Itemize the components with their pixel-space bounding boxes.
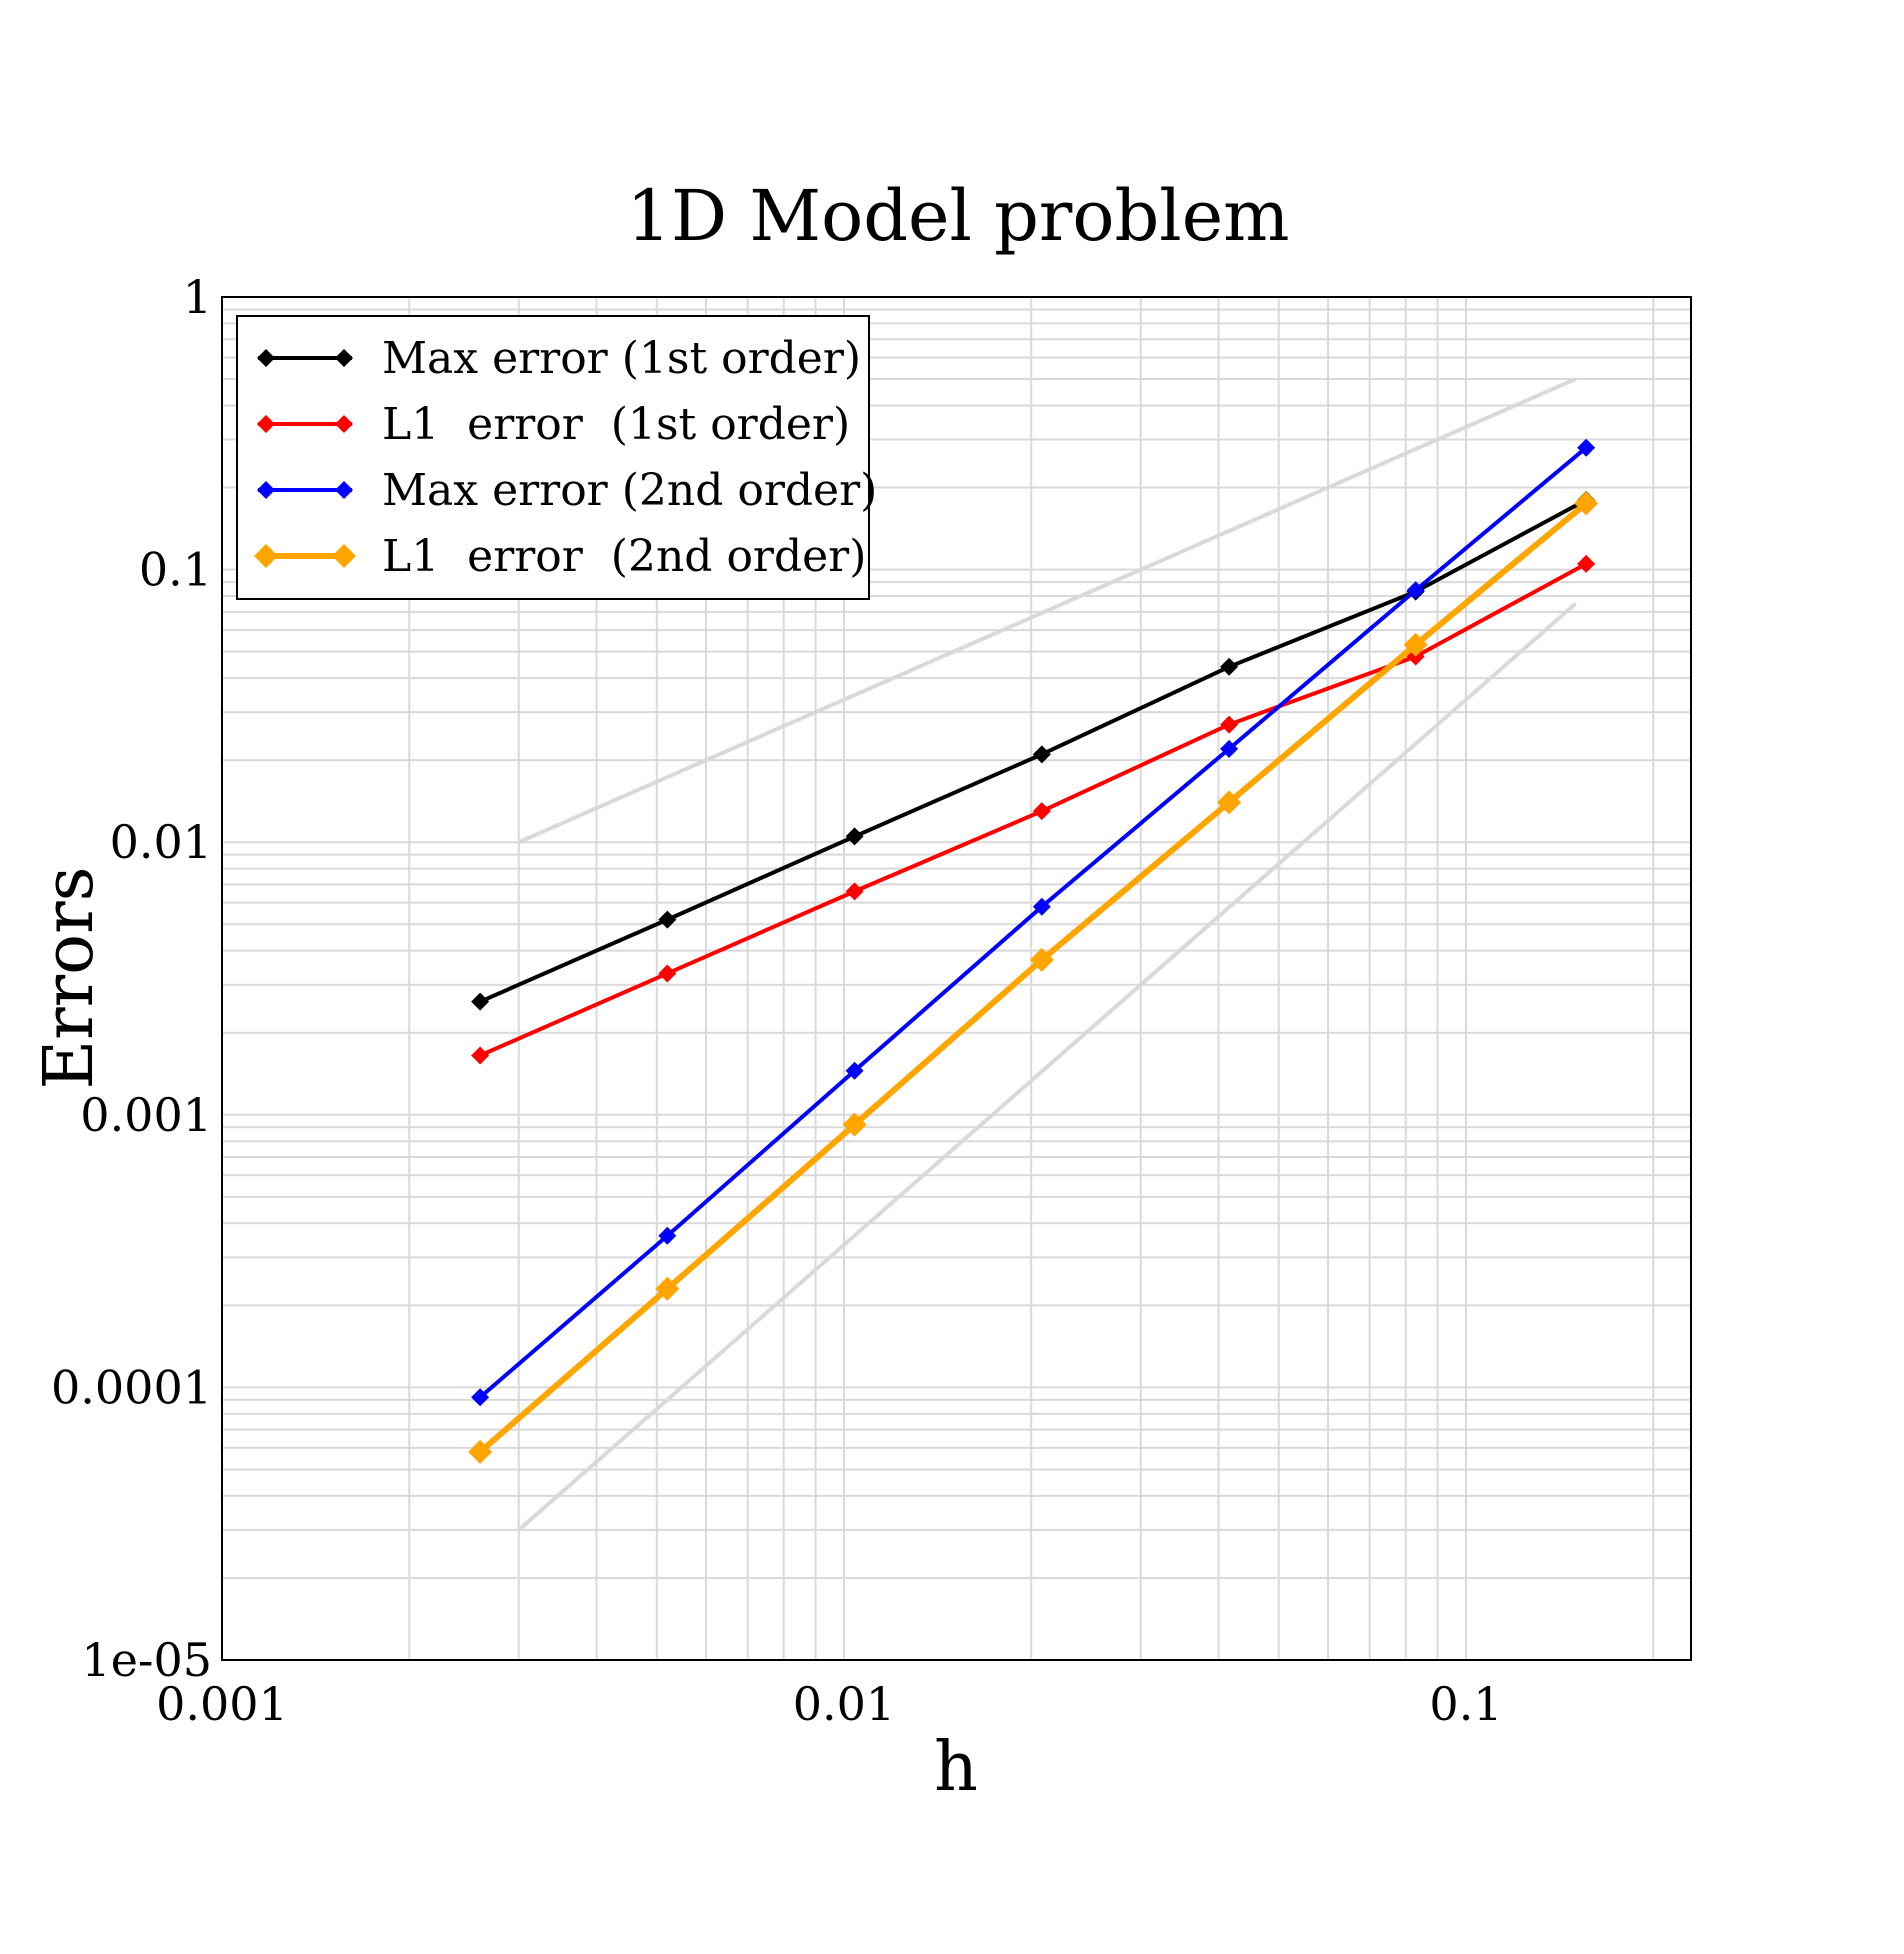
data-point: [468, 1439, 493, 1464]
data-point: [471, 1388, 490, 1407]
reference-line: [517, 377, 1577, 845]
data-point: [1220, 739, 1239, 758]
data-point: [1406, 581, 1425, 600]
legend-label: L1 error (1st order): [382, 399, 850, 450]
x-tick-label: 0.01: [793, 1677, 895, 1731]
data-point: [842, 1112, 867, 1137]
reference-lines: [517, 377, 1577, 1532]
y-tick-label: 0.01: [110, 815, 212, 869]
y-tick-label: 0.001: [80, 1088, 212, 1142]
data-point: [655, 1276, 680, 1301]
data-point: [845, 1061, 864, 1080]
data-point: [471, 992, 490, 1011]
data-point: [1220, 715, 1239, 734]
legend-swatch-marker: [335, 481, 353, 499]
data-point: [1029, 947, 1054, 972]
series-group: [468, 438, 1599, 1464]
legend-swatch-marker: [257, 481, 275, 499]
data-point: [1217, 790, 1242, 815]
legend: Max error (1st order) L1 error (1st order…: [236, 315, 877, 600]
chart-title: 1D Model problem: [626, 175, 1289, 257]
data-point: [471, 1046, 490, 1065]
data-point: [1220, 657, 1239, 676]
data-point: [1574, 491, 1599, 516]
y-tick-label: 0.0001: [51, 1360, 212, 1414]
data-point: [1032, 897, 1051, 916]
y-tick-label: 1e-05: [81, 1633, 212, 1687]
y-tick-labels: 1e-05 0.0001 0.001 0.01 0.1 1: [51, 270, 212, 1687]
data-point: [1032, 745, 1051, 764]
data-point: [1403, 632, 1428, 657]
data-point: [658, 964, 677, 983]
y-axis-label: Errors: [30, 867, 109, 1090]
y-tick-label: 1: [183, 270, 212, 324]
reference-line: [517, 602, 1577, 1532]
data-point: [1577, 554, 1596, 573]
data-point: [658, 1226, 677, 1245]
data-point: [1032, 802, 1051, 821]
data-point: [845, 882, 864, 901]
legend-swatch-marker: [332, 544, 356, 568]
x-axis-label: h: [934, 1728, 978, 1807]
legend-swatch-marker: [254, 544, 278, 568]
legend-swatch-marker: [257, 349, 275, 367]
plot-frame: [221, 296, 1692, 1661]
legend-swatch-marker: [335, 349, 353, 367]
data-point: [1577, 438, 1596, 457]
legend-label: Max error (1st order): [382, 333, 861, 384]
x-tick-label: 0.001: [156, 1677, 288, 1731]
legend-label: L1 error (2nd order): [382, 531, 866, 582]
x-tick-label: 0.1: [1429, 1677, 1502, 1731]
y-tick-label: 0.1: [139, 543, 212, 597]
legend-swatch-marker: [335, 415, 353, 433]
data-point: [845, 827, 864, 846]
data-point: [658, 910, 677, 929]
x-tick-labels: 0.001 0.01 0.1: [156, 1677, 1502, 1731]
legend-swatch-marker: [257, 415, 275, 433]
legend-label: Max error (2nd order): [382, 465, 877, 516]
